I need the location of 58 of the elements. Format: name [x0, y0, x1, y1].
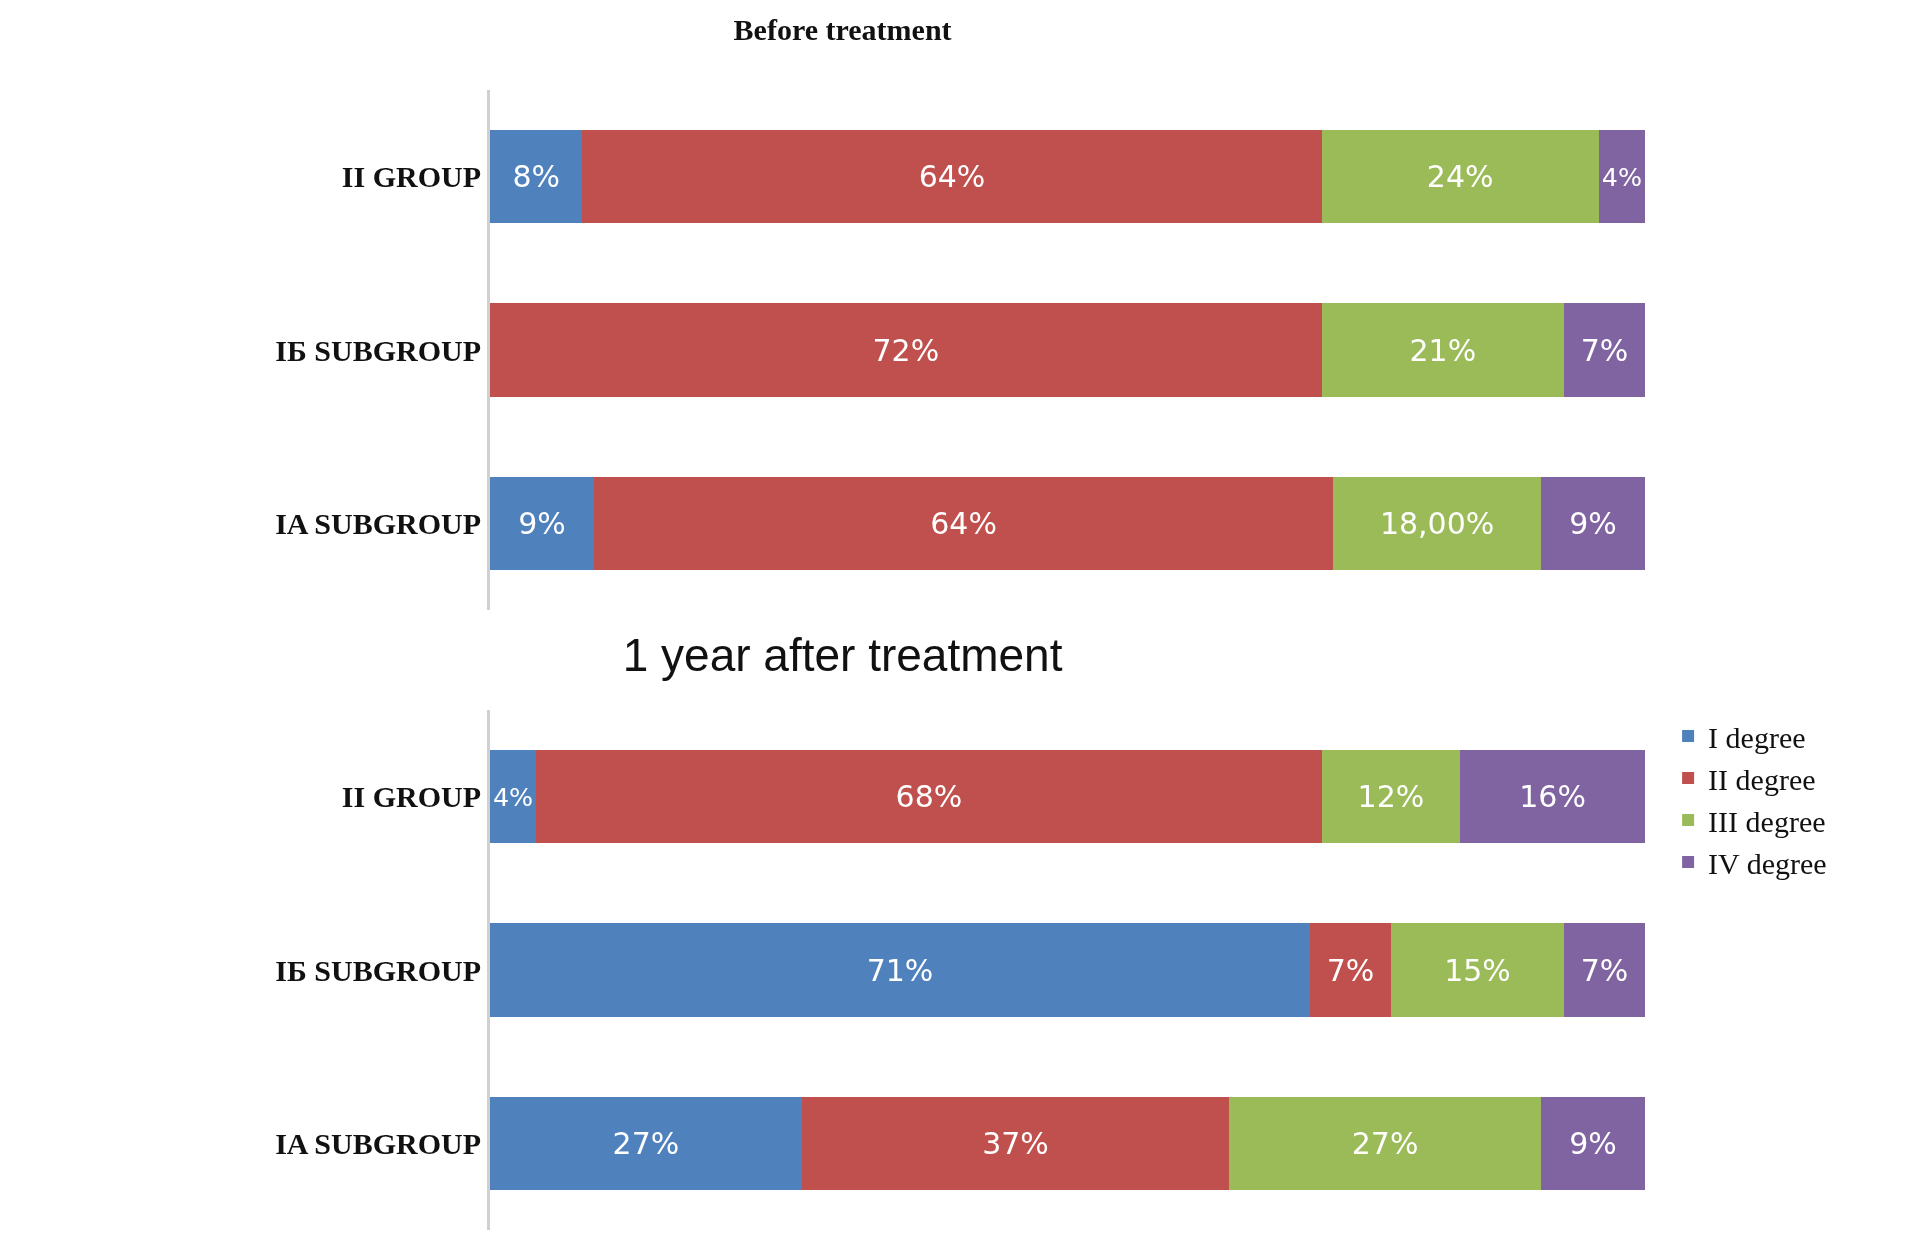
data-label: 72% [872, 332, 940, 368]
data-label: 4% [493, 781, 534, 812]
data-label: 21% [1409, 332, 1477, 368]
data-label: 18,00% [1379, 505, 1495, 541]
bar [1541, 1096, 1645, 1191]
data-label: 9% [518, 505, 566, 541]
data-label: 27% [612, 1125, 680, 1161]
data-label: 7% [1580, 952, 1629, 988]
bar [490, 476, 594, 571]
data-label: 37% [982, 1125, 1049, 1161]
data-label: 71% [866, 952, 934, 988]
bar [1541, 476, 1645, 571]
bar [1229, 1096, 1542, 1191]
data-label: 9% [1569, 505, 1617, 541]
bar [593, 476, 1334, 571]
data-label: 64% [930, 505, 997, 541]
data-label: 24% [1426, 159, 1494, 195]
legend-label: I degree [1708, 720, 1806, 754]
y-tick-label: IБ SUBGROUP [275, 333, 481, 367]
y-tick-label: IA SUBGROUP [275, 1126, 481, 1160]
data-label: 16% [1519, 779, 1586, 815]
bar [490, 303, 1322, 397]
bar [490, 749, 537, 844]
data-label: 27% [1351, 1125, 1419, 1161]
legend-label: III degree [1708, 804, 1826, 838]
bar [536, 749, 1322, 844]
data-label: 64% [918, 159, 986, 195]
bar [1598, 129, 1645, 224]
data-label: 15% [1444, 952, 1511, 988]
bar [490, 923, 1311, 1017]
y-tick-label: IA SUBGROUP [275, 506, 481, 540]
bar [1321, 303, 1565, 397]
data-label: 68% [895, 779, 963, 815]
data-label: 7% [1326, 952, 1375, 988]
data-label: 12% [1357, 779, 1425, 815]
bar [801, 1096, 1230, 1191]
bar [1460, 749, 1645, 844]
bar [490, 129, 583, 224]
chart-title: 1 year after treatment [622, 628, 1063, 681]
data-label: 8% [512, 159, 560, 195]
bar [1390, 923, 1565, 1017]
chart-title: Before treatment [733, 12, 952, 46]
bar [1321, 129, 1599, 224]
bar [1333, 476, 1542, 571]
bar [582, 129, 1322, 224]
data-label: 9% [1569, 1125, 1617, 1161]
y-tick-label: IБ SUBGROUP [275, 953, 481, 987]
data-label: 4% [1601, 161, 1642, 192]
bar [1564, 923, 1645, 1017]
legend-label: II degree [1708, 762, 1816, 796]
bar [1564, 303, 1645, 397]
bar [490, 1096, 802, 1191]
y-tick-label: II GROUP [341, 160, 481, 194]
legend-label: IV degree [1708, 846, 1827, 880]
data-label: 7% [1580, 332, 1629, 368]
bar [1310, 923, 1391, 1017]
bar [1321, 749, 1461, 844]
y-tick-label: II GROUP [341, 780, 481, 814]
